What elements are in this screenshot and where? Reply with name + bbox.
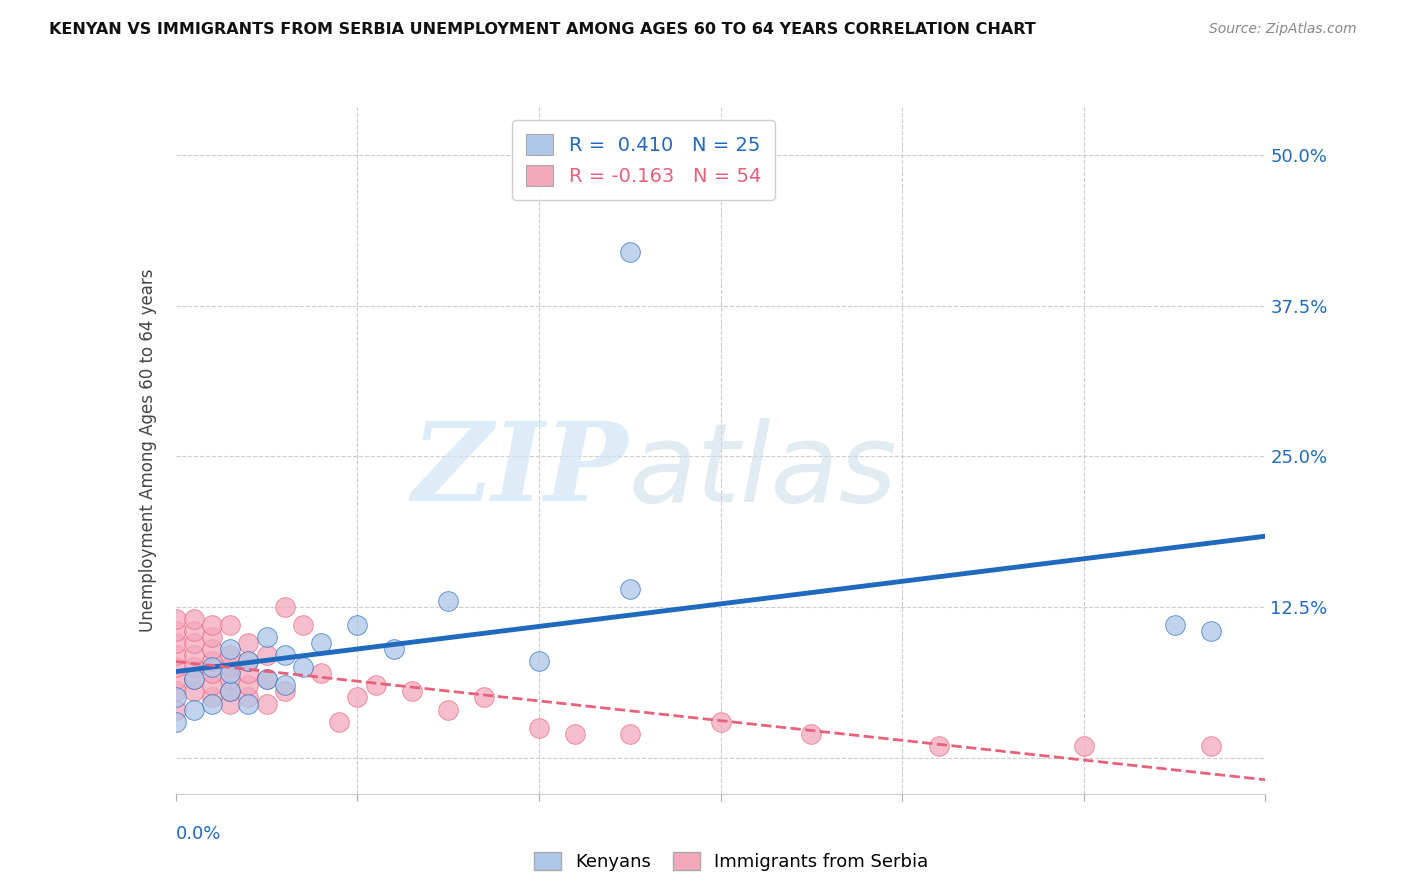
Point <box>527 654 550 668</box>
Point <box>238 654 260 668</box>
Point <box>201 618 224 632</box>
Point <box>619 244 641 259</box>
Point <box>219 684 242 698</box>
Point <box>201 666 224 681</box>
Point <box>219 673 242 687</box>
Point <box>238 636 260 650</box>
Point <box>1073 739 1095 753</box>
Point <box>165 673 187 687</box>
Point <box>256 648 278 663</box>
Point <box>256 673 278 687</box>
Point <box>201 697 224 711</box>
Text: atlas: atlas <box>628 417 897 524</box>
Point <box>201 678 224 692</box>
Point <box>219 684 242 698</box>
Point <box>274 684 297 698</box>
Point <box>201 654 224 668</box>
Point <box>346 618 368 632</box>
Point <box>201 642 224 657</box>
Point <box>238 690 260 705</box>
Point <box>437 702 460 716</box>
Point <box>165 624 187 639</box>
Point <box>474 690 496 705</box>
Point <box>165 690 187 705</box>
Point <box>183 702 205 716</box>
Point <box>346 690 368 705</box>
Point <box>1199 739 1222 753</box>
Point <box>274 648 297 663</box>
Point <box>382 642 405 657</box>
Point <box>165 702 187 716</box>
Legend: Kenyans, Immigrants from Serbia: Kenyans, Immigrants from Serbia <box>526 845 936 879</box>
Point <box>165 714 187 729</box>
Point <box>183 660 205 674</box>
Point <box>309 666 332 681</box>
Point <box>619 726 641 740</box>
Point <box>256 697 278 711</box>
Point <box>165 612 187 626</box>
Point <box>1199 624 1222 639</box>
Y-axis label: Unemployment Among Ages 60 to 64 years: Unemployment Among Ages 60 to 64 years <box>139 268 157 632</box>
Point <box>201 660 224 674</box>
Point <box>201 690 224 705</box>
Point <box>183 673 205 687</box>
Point <box>437 594 460 608</box>
Point <box>219 660 242 674</box>
Point <box>219 618 242 632</box>
Point <box>165 684 187 698</box>
Point <box>291 660 314 674</box>
Point <box>183 612 205 626</box>
Point <box>219 697 242 711</box>
Point <box>328 714 350 729</box>
Text: Source: ZipAtlas.com: Source: ZipAtlas.com <box>1209 22 1357 37</box>
Point <box>165 648 187 663</box>
Point <box>710 714 733 729</box>
Point <box>256 630 278 644</box>
Point <box>238 678 260 692</box>
Legend: R =  0.410   N = 25, R = -0.163   N = 54: R = 0.410 N = 25, R = -0.163 N = 54 <box>512 120 775 200</box>
Point <box>928 739 950 753</box>
Point <box>165 636 187 650</box>
Point <box>309 636 332 650</box>
Point <box>564 726 586 740</box>
Point <box>238 697 260 711</box>
Text: ZIP: ZIP <box>412 417 628 524</box>
Point <box>219 642 242 657</box>
Point <box>219 648 242 663</box>
Point <box>238 666 260 681</box>
Point <box>183 624 205 639</box>
Point <box>291 618 314 632</box>
Point <box>256 673 278 687</box>
Point <box>183 684 205 698</box>
Point <box>1163 618 1185 632</box>
Point <box>274 600 297 615</box>
Point <box>401 684 423 698</box>
Point <box>364 678 387 692</box>
Point <box>238 654 260 668</box>
Point <box>219 666 242 681</box>
Point <box>800 726 823 740</box>
Point <box>183 636 205 650</box>
Point <box>274 678 297 692</box>
Point <box>165 660 187 674</box>
Point <box>183 673 205 687</box>
Point <box>183 648 205 663</box>
Point <box>201 630 224 644</box>
Point <box>619 582 641 596</box>
Point <box>527 721 550 735</box>
Text: KENYAN VS IMMIGRANTS FROM SERBIA UNEMPLOYMENT AMONG AGES 60 TO 64 YEARS CORRELAT: KENYAN VS IMMIGRANTS FROM SERBIA UNEMPLO… <box>49 22 1036 37</box>
Text: 0.0%: 0.0% <box>176 825 221 843</box>
